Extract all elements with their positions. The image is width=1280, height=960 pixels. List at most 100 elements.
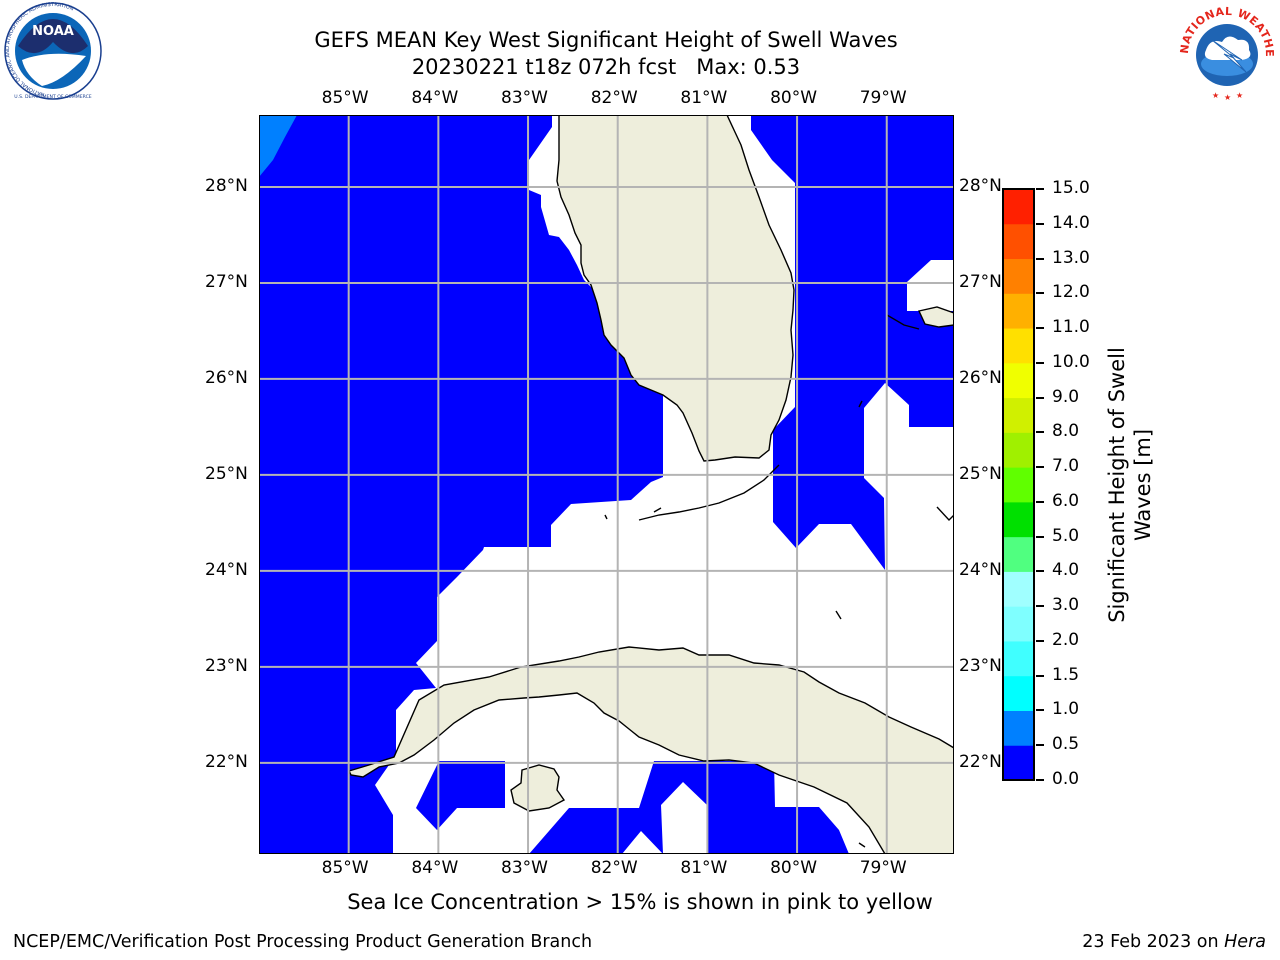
map-gridlines xyxy=(259,115,954,854)
latitude-label: 27°N xyxy=(959,271,1002,292)
longitude-label: 80°W xyxy=(770,858,818,878)
producer-credit: NCEP/EMC/Verification Post Processing Pr… xyxy=(13,932,593,952)
latitude-label: 26°N xyxy=(959,367,1002,388)
longitude-label: 80°W xyxy=(770,88,818,108)
colorbar-tick-mark xyxy=(1036,639,1044,642)
colorbar-tick-label: 4.0 xyxy=(1052,560,1080,581)
noaa-logo: NATIONAL OCEANIC AND ATMOSPHERIC ADMINIS… xyxy=(4,2,102,100)
colorbar-tick-mark xyxy=(1036,431,1044,434)
longitude-label: 81°W xyxy=(680,88,728,108)
colorbar-segment xyxy=(1003,362,1034,399)
colorbar-tick-mark xyxy=(1036,396,1044,399)
colorbar-tick-mark xyxy=(1036,674,1044,677)
colorbar-segment xyxy=(1003,258,1034,294)
latitude-label: 24°N xyxy=(205,559,248,580)
colorbar-segment xyxy=(1003,293,1034,329)
colorbar-segment xyxy=(1003,223,1034,260)
florida-land xyxy=(556,115,795,462)
colorbar-tick-mark xyxy=(1036,292,1044,295)
colorbar-segment xyxy=(1003,432,1034,468)
colorbar-tick-label: 1.0 xyxy=(1052,699,1080,720)
svg-text:★: ★ xyxy=(1236,91,1243,100)
longitude-label: 79°W xyxy=(859,88,907,108)
latitude-label: 24°N xyxy=(959,559,1002,580)
colorbar-title: Significant Height of Swell Waves [m] xyxy=(1105,347,1155,623)
swell-field-light xyxy=(259,115,297,177)
colorbar-segment xyxy=(1003,745,1034,781)
colorbar-segment xyxy=(1003,571,1034,607)
colorbar-tick-label: 5.0 xyxy=(1052,525,1080,546)
colorbar-segment xyxy=(1003,536,1034,572)
colorbar-tick-label: 1.5 xyxy=(1052,664,1080,685)
latitude-label: 25°N xyxy=(205,463,248,484)
colorbar-segment xyxy=(1003,640,1034,677)
latitude-label: 26°N xyxy=(205,367,248,388)
svg-text:★: ★ xyxy=(1212,91,1219,100)
colorbar xyxy=(1002,188,1035,781)
colorbar-tick-label: 15.0 xyxy=(1052,178,1090,198)
latitude-label: 23°N xyxy=(959,655,1002,676)
colorbar-tick-label: 7.0 xyxy=(1052,456,1080,477)
longitude-label: 83°W xyxy=(501,858,548,878)
colorbar-tick-label: 13.0 xyxy=(1052,247,1090,268)
colorbar-tick-label: 0.0 xyxy=(1052,769,1080,789)
colorbar-tick-mark xyxy=(1036,535,1044,538)
colorbar-tick-mark xyxy=(1036,257,1044,260)
longitude-label: 85°W xyxy=(321,88,369,108)
colorbar-tick-mark xyxy=(1036,779,1044,781)
colorbar-tick-label: 11.0 xyxy=(1052,317,1090,338)
colorbar-tick-mark xyxy=(1036,500,1044,503)
longitude-label: 83°W xyxy=(501,88,548,108)
isla-juventud-land xyxy=(510,764,566,812)
colorbar-tick-label: 2.0 xyxy=(1052,629,1080,650)
colorbar-tick-mark xyxy=(1036,466,1044,469)
colorbar-segment xyxy=(1003,189,1034,225)
latitude-label: 22°N xyxy=(205,751,248,772)
svg-text:NOAA: NOAA xyxy=(32,24,74,39)
colorbar-segment xyxy=(1003,710,1034,746)
longitude-label: 85°W xyxy=(321,858,369,878)
colorbar-tick-label: 3.0 xyxy=(1052,595,1080,616)
run-date-credit: 23 Feb 2023 on Hera xyxy=(1082,932,1266,952)
colorbar-tick-label: 14.0 xyxy=(1052,212,1090,233)
colorbar-tick-label: 12.0 xyxy=(1052,282,1090,303)
colorbar-tick-mark xyxy=(1036,570,1044,573)
longitude-label: 81°W xyxy=(680,858,728,878)
colorbar-segment xyxy=(1003,397,1034,433)
swell-field-gulf xyxy=(259,115,663,854)
colorbar-segment xyxy=(1003,675,1034,711)
longitude-label: 84°W xyxy=(411,88,459,108)
latitude-label: 28°N xyxy=(959,175,1002,196)
colorbar-tick-label: 0.5 xyxy=(1052,734,1080,755)
colorbar-segment xyxy=(1003,328,1034,364)
map-title: GEFS MEAN Key West Significant Height of… xyxy=(314,28,898,52)
colorbar-segment xyxy=(1003,606,1034,642)
colorbar-tick-mark xyxy=(1036,327,1044,330)
colorbar-tick-mark xyxy=(1036,222,1044,225)
latitude-label: 25°N xyxy=(959,463,1002,484)
colorbar-tick-mark xyxy=(1036,709,1044,712)
sea-ice-note: Sea Ice Concentration > 15% is shown in … xyxy=(347,890,933,914)
colorbar-segment xyxy=(1003,501,1034,538)
colorbar-tick-mark xyxy=(1036,605,1044,608)
bahamas-land xyxy=(918,306,954,328)
map-plot xyxy=(259,115,954,854)
colorbar-tick-label: 9.0 xyxy=(1052,386,1080,407)
longitude-label: 79°W xyxy=(859,858,907,878)
longitude-label: 82°W xyxy=(590,858,638,878)
latitude-label: 27°N xyxy=(205,271,248,292)
colorbar-tick-mark xyxy=(1036,744,1044,747)
longitude-label: 84°W xyxy=(411,858,459,878)
colorbar-tick-mark xyxy=(1036,361,1044,364)
latitude-label: 28°N xyxy=(205,175,248,196)
colorbar-tick-mark xyxy=(1036,188,1044,190)
swell-field-atlantic xyxy=(751,115,954,570)
colorbar-tick-label: 10.0 xyxy=(1052,351,1090,372)
latitude-label: 23°N xyxy=(205,655,248,676)
latitude-label: 22°N xyxy=(959,751,1002,772)
svg-text:U.S. DEPARTMENT OF COMMERCE: U.S. DEPARTMENT OF COMMERCE xyxy=(14,94,91,100)
nws-logo: NATIONAL WEATHER SERVICE ★★★ xyxy=(1176,2,1276,102)
cuba-land xyxy=(348,646,954,854)
svg-text:★: ★ xyxy=(1224,93,1231,102)
colorbar-tick-label: 8.0 xyxy=(1052,421,1080,442)
